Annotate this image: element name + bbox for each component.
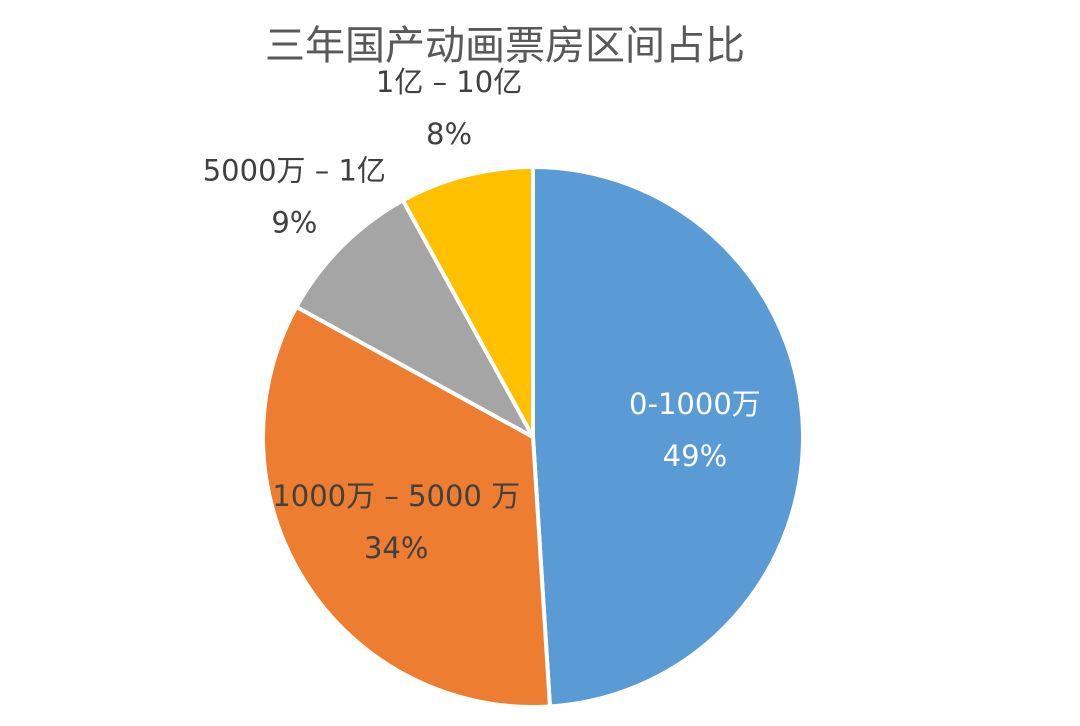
slice-value-label: 8% — [426, 117, 472, 151]
pie-slice — [531, 165, 805, 709]
slice-value-label: 49% — [663, 439, 727, 473]
slice-value-label: 34% — [364, 531, 428, 565]
pie — [261, 165, 805, 709]
slice-value-label: 9% — [271, 205, 317, 239]
chart-title: 三年国产动画票房区间占比 — [265, 23, 745, 69]
labels: 0-1000万 49% 1000万 – 5000 万 34% 5000万 – 1亿 9% 1… — [203, 65, 761, 565]
slice-label: 1亿 – 10亿 — [376, 65, 522, 99]
slice-label: 1000万 – 5000 万 — [272, 479, 520, 513]
slice-label: 0-1000万 — [629, 387, 761, 421]
slice-label: 5000万 – 1亿 — [203, 153, 386, 187]
pie-slice — [400, 165, 535, 439]
pie-slice — [294, 198, 535, 439]
